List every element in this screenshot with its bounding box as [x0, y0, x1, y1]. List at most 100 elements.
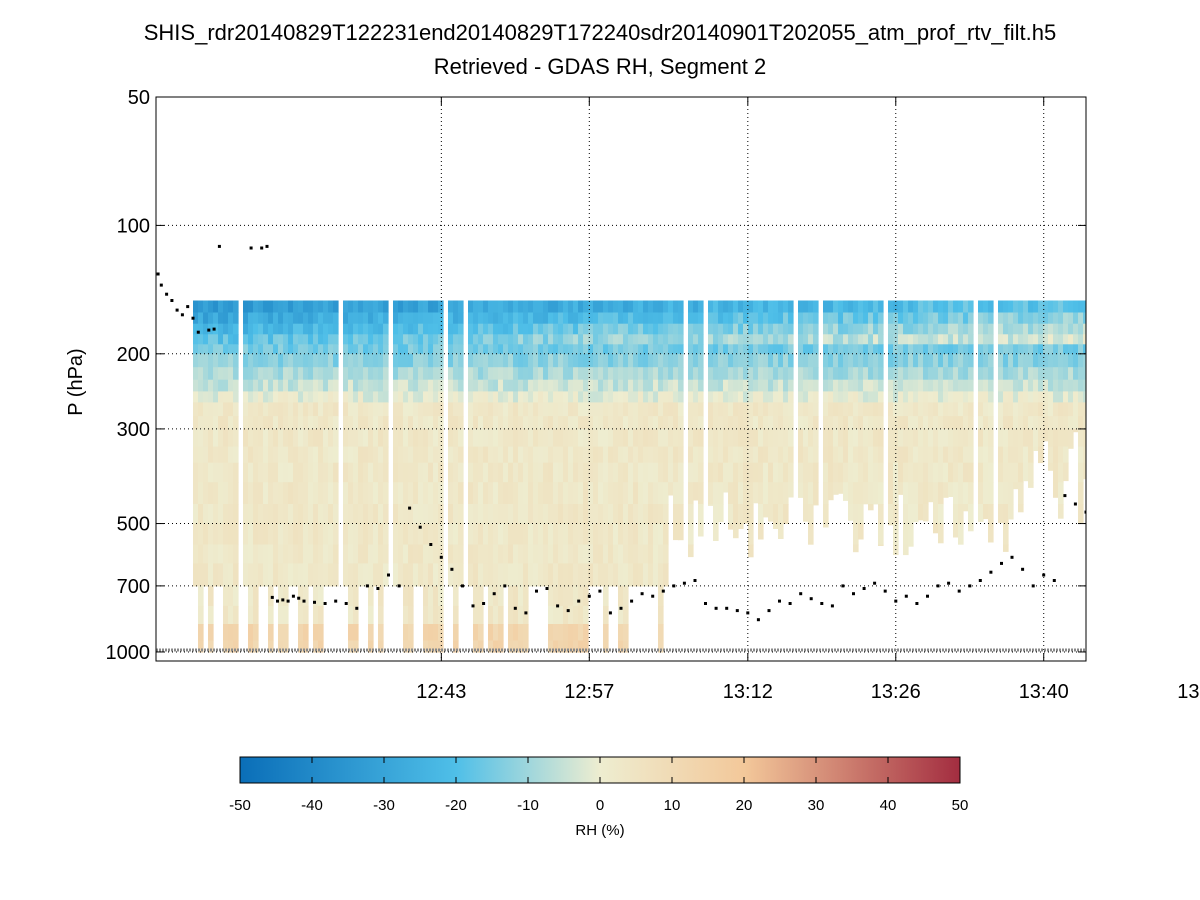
rh-cell	[638, 563, 644, 587]
rh-cell	[1018, 379, 1024, 392]
rh-cell	[673, 504, 679, 525]
rh-cell	[958, 482, 964, 505]
rh-cell	[838, 300, 844, 314]
rh-cell	[678, 416, 684, 430]
rh-cell	[383, 504, 389, 525]
rh-cell	[418, 416, 424, 430]
rh-cell	[313, 585, 319, 607]
rh-cell	[483, 323, 489, 335]
rh-cell	[923, 482, 929, 505]
rh-cell	[923, 391, 929, 403]
rh-cell	[588, 428, 594, 448]
rh-cell	[353, 544, 359, 564]
rh-cell	[838, 462, 844, 483]
rh-cell	[728, 300, 734, 314]
rh-cell	[663, 504, 669, 525]
rh-cell	[253, 323, 259, 335]
rh-cell	[618, 563, 624, 587]
rh-cell	[693, 300, 699, 314]
rh-cell	[623, 428, 629, 448]
rh-cell	[733, 462, 739, 483]
rh-cell	[643, 482, 649, 505]
rh-cell	[728, 523, 734, 530]
rh-cell	[198, 334, 204, 345]
rh-cell	[428, 323, 434, 335]
rh-cell	[708, 312, 714, 325]
rh-cell	[328, 367, 334, 381]
rh-cell	[1018, 462, 1024, 483]
rh-cell	[483, 402, 489, 417]
rh-cell	[783, 353, 789, 368]
rh-cell	[693, 353, 699, 368]
rh-cell	[573, 312, 579, 325]
rh-cell	[778, 428, 784, 448]
rh-cell	[243, 344, 249, 355]
rh-cell	[983, 416, 989, 430]
cloud-point	[265, 244, 269, 248]
rh-cell	[858, 446, 864, 464]
rh-cell	[998, 334, 1004, 345]
rh-cell	[908, 446, 914, 464]
rh-cell	[783, 482, 789, 505]
rh-cell	[828, 323, 834, 335]
rh-cell	[778, 344, 784, 355]
rh-cell	[908, 353, 914, 368]
rh-cell	[563, 585, 569, 607]
rh-cell	[948, 312, 954, 325]
rh-cell	[288, 446, 294, 464]
rh-cell	[428, 482, 434, 505]
rh-cell	[428, 504, 434, 525]
rh-cell	[508, 367, 514, 381]
rh-cell	[473, 416, 479, 430]
rh-cell	[823, 367, 829, 381]
rh-cell	[828, 312, 834, 325]
rh-cell	[383, 416, 389, 430]
rh-cell	[453, 402, 459, 417]
rh-cell	[503, 523, 509, 546]
rh-cell	[233, 367, 239, 381]
rh-cell	[263, 312, 269, 325]
cloud-point	[175, 308, 179, 312]
rh-cell	[483, 482, 489, 505]
rh-cell	[413, 416, 419, 430]
rh-cell	[418, 544, 424, 564]
rh-cell	[1038, 402, 1044, 417]
rh-cell	[598, 544, 604, 564]
rh-cell	[308, 446, 314, 464]
rh-cell	[873, 462, 879, 483]
rh-cell	[383, 367, 389, 381]
rh-cell	[918, 300, 924, 314]
rh-cell	[233, 353, 239, 368]
rh-cell	[298, 323, 304, 335]
rh-cell	[493, 353, 499, 368]
rh-cell	[633, 334, 639, 345]
rh-cell	[208, 482, 214, 505]
rh-cell	[648, 544, 654, 564]
rh-cell	[688, 523, 694, 546]
rh-cell	[748, 416, 754, 430]
rh-cell	[763, 367, 769, 381]
rh-cell	[1073, 344, 1079, 355]
rh-cell	[768, 312, 774, 325]
rh-cell	[758, 523, 764, 540]
rh-cell	[743, 379, 749, 392]
rh-cell	[453, 353, 459, 368]
rh-cell	[963, 446, 969, 464]
rh-cell	[543, 416, 549, 430]
rh-cell	[938, 523, 944, 544]
rh-cell	[853, 323, 859, 335]
rh-cell	[228, 504, 234, 525]
rh-cell	[323, 504, 329, 525]
rh-cell	[713, 379, 719, 392]
rh-cell	[763, 462, 769, 483]
rh-cell	[548, 462, 554, 483]
rh-cell	[738, 300, 744, 314]
rh-cell	[278, 416, 284, 430]
rh-cell	[943, 462, 949, 483]
rh-cell	[478, 640, 484, 653]
rh-cell	[553, 504, 559, 525]
rh-cell	[458, 462, 464, 483]
rh-cell	[493, 416, 499, 430]
rh-cell	[798, 323, 804, 335]
rh-cell	[518, 379, 524, 392]
